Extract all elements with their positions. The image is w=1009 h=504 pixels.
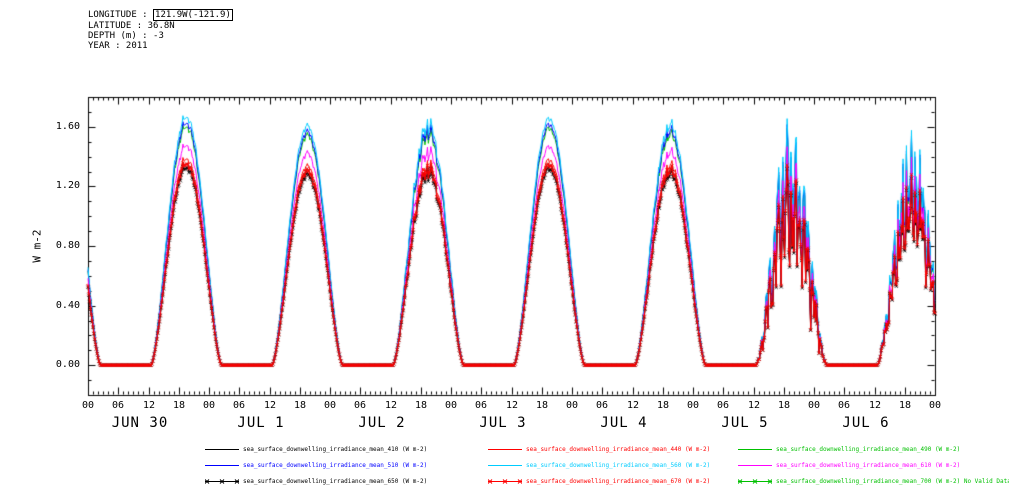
- x-tick-label: 06: [232, 400, 246, 411]
- legend-label: sea_surface_downwelling_irradiance_mean_…: [526, 445, 711, 453]
- day-label: JUL 4: [600, 415, 648, 431]
- x-tick-label: 00: [686, 400, 700, 411]
- x-tick-label: 18: [293, 400, 307, 411]
- legend-line-sample: [738, 464, 772, 466]
- x-tick-label: 18: [898, 400, 912, 411]
- x-tick-label: 00: [81, 400, 95, 411]
- legend-line-sample: [205, 478, 239, 484]
- x-tick-label: 06: [595, 400, 609, 411]
- x-tick-label: 18: [656, 400, 670, 411]
- x-tick-label: 00: [565, 400, 579, 411]
- x-tick-label: 12: [747, 400, 761, 411]
- legend-label: sea_surface_downwelling_irradiance_mean_…: [243, 445, 428, 453]
- x-tick-label: 06: [837, 400, 851, 411]
- x-tick-label: 06: [474, 400, 488, 411]
- legend-line-sample: [205, 464, 239, 466]
- header-depth: DEPTH (m) : -3: [88, 31, 164, 41]
- legend-item-560: sea_surface_downwelling_irradiance_mean_…: [488, 460, 710, 470]
- x-tick-label: 12: [263, 400, 277, 411]
- x-tick-label: 00: [444, 400, 458, 411]
- x-tick-label: 12: [142, 400, 156, 411]
- legend-line-sample: [488, 448, 522, 450]
- legend-item-490: sea_surface_downwelling_irradiance_mean_…: [738, 444, 960, 454]
- y-tick-label: 0.00: [55, 359, 80, 370]
- day-label: JUL 2: [358, 415, 406, 431]
- y-tick-label: 0.80: [55, 240, 80, 251]
- x-tick-label: 06: [716, 400, 730, 411]
- legend-item-670: sea_surface_downwelling_irradiance_mean_…: [488, 476, 710, 486]
- day-label: JUN 30: [111, 415, 169, 431]
- x-tick-label: 12: [626, 400, 640, 411]
- legend-item-410: sea_surface_downwelling_irradiance_mean_…: [205, 444, 427, 454]
- legend-label: sea_surface_downwelling_irradiance_mean_…: [776, 477, 1009, 485]
- longitude-label: LONGITUDE :: [88, 10, 154, 20]
- legend-label: sea_surface_downwelling_irradiance_mean_…: [526, 477, 711, 485]
- x-tick-label: 18: [172, 400, 186, 411]
- x-tick-label: 12: [384, 400, 398, 411]
- legend-item-440: sea_surface_downwelling_irradiance_mean_…: [488, 444, 710, 454]
- day-label: JUL 6: [842, 415, 890, 431]
- x-tick-label: 12: [505, 400, 519, 411]
- day-label: JUL 3: [479, 415, 527, 431]
- legend-item-610: sea_surface_downwelling_irradiance_mean_…: [738, 460, 960, 470]
- legend-line-sample: [205, 448, 239, 450]
- y-tick-label: 0.40: [55, 300, 80, 311]
- legend-label: sea_surface_downwelling_irradiance_mean_…: [243, 477, 428, 485]
- legend-line-sample: [738, 478, 772, 484]
- longitude-value: 121.9W(-121.9): [153, 9, 233, 21]
- x-tick-label: 18: [535, 400, 549, 411]
- header-year: YEAR : 2011: [88, 41, 148, 51]
- x-tick-label: 18: [777, 400, 791, 411]
- legend-label: sea_surface_downwelling_irradiance_mean_…: [776, 461, 961, 469]
- x-tick-label: 06: [353, 400, 367, 411]
- legend-label: sea_surface_downwelling_irradiance_mean_…: [243, 461, 428, 469]
- header-longitude: LONGITUDE : 121.9W(-121.9): [88, 9, 233, 21]
- header-latitude: LATITUDE : 36.8N: [88, 21, 175, 31]
- x-tick-label: 00: [807, 400, 821, 411]
- legend-item-650: sea_surface_downwelling_irradiance_mean_…: [205, 476, 427, 486]
- day-label: JUL 5: [721, 415, 769, 431]
- y-tick-label: 1.20: [55, 180, 80, 191]
- y-tick-label: 1.60: [55, 121, 80, 132]
- legend-label: sea_surface_downwelling_irradiance_mean_…: [776, 445, 961, 453]
- x-tick-label: 00: [928, 400, 942, 411]
- legend-line-sample: [488, 464, 522, 466]
- legend-line-sample: [738, 448, 772, 450]
- legend-line-sample: [488, 478, 522, 484]
- legend-item-700: sea_surface_downwelling_irradiance_mean_…: [738, 476, 1009, 486]
- day-label: JUL 1: [237, 415, 285, 431]
- x-tick-label: 06: [111, 400, 125, 411]
- x-tick-label: 18: [414, 400, 428, 411]
- x-tick-label: 12: [868, 400, 882, 411]
- legend-label: sea_surface_downwelling_irradiance_mean_…: [526, 461, 711, 469]
- x-tick-label: 00: [323, 400, 337, 411]
- legend-item-510: sea_surface_downwelling_irradiance_mean_…: [205, 460, 427, 470]
- x-tick-label: 00: [202, 400, 216, 411]
